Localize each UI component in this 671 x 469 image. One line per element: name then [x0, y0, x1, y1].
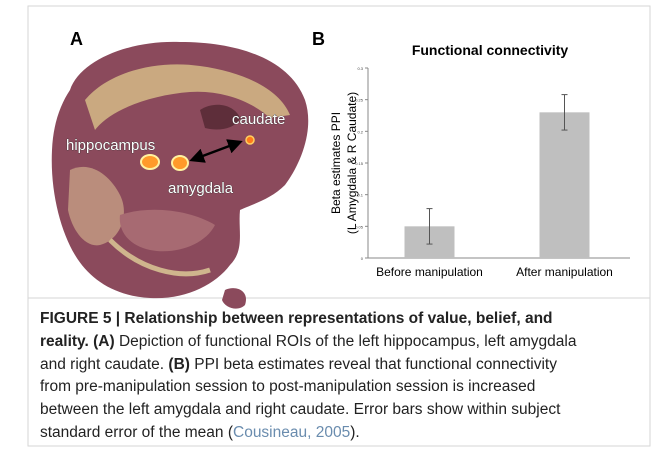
- region-label: amygdala: [168, 180, 234, 197]
- panel-letter: A: [70, 29, 83, 49]
- region-label: hippocampus: [66, 137, 155, 154]
- caption-text: PPI beta estimates reveal that functiona…: [189, 355, 557, 373]
- panel-letter: B: [312, 29, 325, 49]
- y-tick-label: 0.25: [355, 98, 364, 103]
- caption-text: Depiction of functional ROIs of the left…: [114, 332, 577, 350]
- caption-line: between the left amygdala and right caud…: [40, 399, 660, 422]
- y-tick-label: 0.2: [357, 129, 363, 134]
- caption-text: reality.: [40, 332, 89, 350]
- caption-text: standard error of the mean (: [40, 423, 233, 441]
- chart-title: Functional connectivity: [412, 42, 569, 58]
- y-axis-label: Beta estimates PPI: [329, 112, 343, 214]
- caption-line: standard error of the mean (Cousineau, 2…: [40, 422, 660, 445]
- caption-text: ).: [350, 423, 360, 441]
- figure-frame: [27, 5, 651, 447]
- bar: [539, 112, 590, 258]
- caption-text: FIGURE 5 | Relationship between represen…: [40, 310, 553, 327]
- y-axis-label: (L Amygdala & R Caudate): [345, 92, 359, 234]
- brain-image: [51, 41, 309, 309]
- region-label: caudate: [232, 111, 285, 128]
- caption-text: and right caudate.: [40, 355, 169, 373]
- caption-text: from pre-manipulation session to post-ma…: [40, 378, 536, 396]
- y-tick-label: 0: [361, 256, 364, 261]
- y-tick-label: 0.1: [357, 193, 363, 198]
- caption-line: reality. (A) Depiction of functional ROI…: [40, 331, 660, 354]
- x-tick-label: After manipulation: [516, 265, 613, 279]
- y-tick-label: 0.15: [355, 161, 364, 166]
- y-tick-label: 0.05: [355, 224, 364, 229]
- caption-text: (A): [93, 332, 115, 350]
- x-tick-label: Before manipulation: [376, 265, 483, 279]
- caption-text: between the left amygdala and right caud…: [40, 401, 561, 419]
- caption-line: and right caudate. (B) PPI beta estimate…: [40, 354, 660, 377]
- citation-link[interactable]: Cousineau, 2005: [233, 423, 351, 441]
- caption-line: FIGURE 5 | Relationship between represen…: [40, 308, 660, 331]
- caption-line: from pre-manipulation session to post-ma…: [40, 376, 660, 399]
- caption: FIGURE 5 | Relationship between represen…: [40, 308, 660, 445]
- caption-text: (B): [168, 355, 190, 373]
- y-tick-label: 0.3: [357, 66, 363, 71]
